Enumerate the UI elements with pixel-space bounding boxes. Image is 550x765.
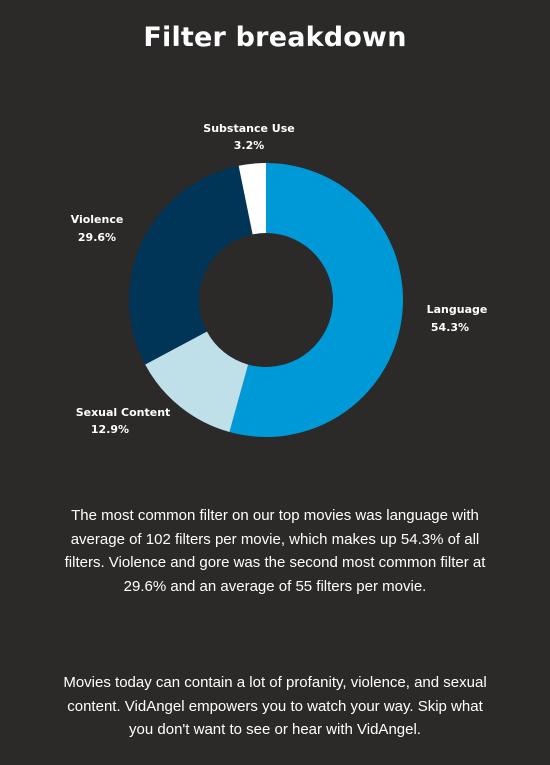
summary-text: The most common filter on our top movies… <box>64 507 486 595</box>
slice-name-label: Violence <box>71 213 124 226</box>
slice-substance-use <box>238 163 266 235</box>
slice-violence <box>128 165 253 365</box>
slice-name-label: Substance Use <box>203 122 294 135</box>
summary-paragraph: The most common filter on our top movies… <box>0 504 550 598</box>
slice-name-label: Language <box>427 303 488 316</box>
slice-percent-label: 54.3% <box>431 321 469 334</box>
promo-text: Movies today can contain a lot of profan… <box>63 674 487 738</box>
promo-paragraph: Movies today can contain a lot of profan… <box>0 671 550 742</box>
page-title: Filter breakdown <box>143 22 407 53</box>
slice-language <box>229 163 403 437</box>
slice-percent-label: 3.2% <box>234 139 265 152</box>
slice-percent-label: 12.9% <box>91 423 129 436</box>
slice-sexual-content <box>145 331 249 433</box>
slice-name-label: Sexual Content <box>76 406 171 419</box>
donut-chart: Language 54.3% Sexual Content 12.9% Violence… <box>71 122 488 437</box>
slice-percent-label: 29.6% <box>78 231 116 244</box>
